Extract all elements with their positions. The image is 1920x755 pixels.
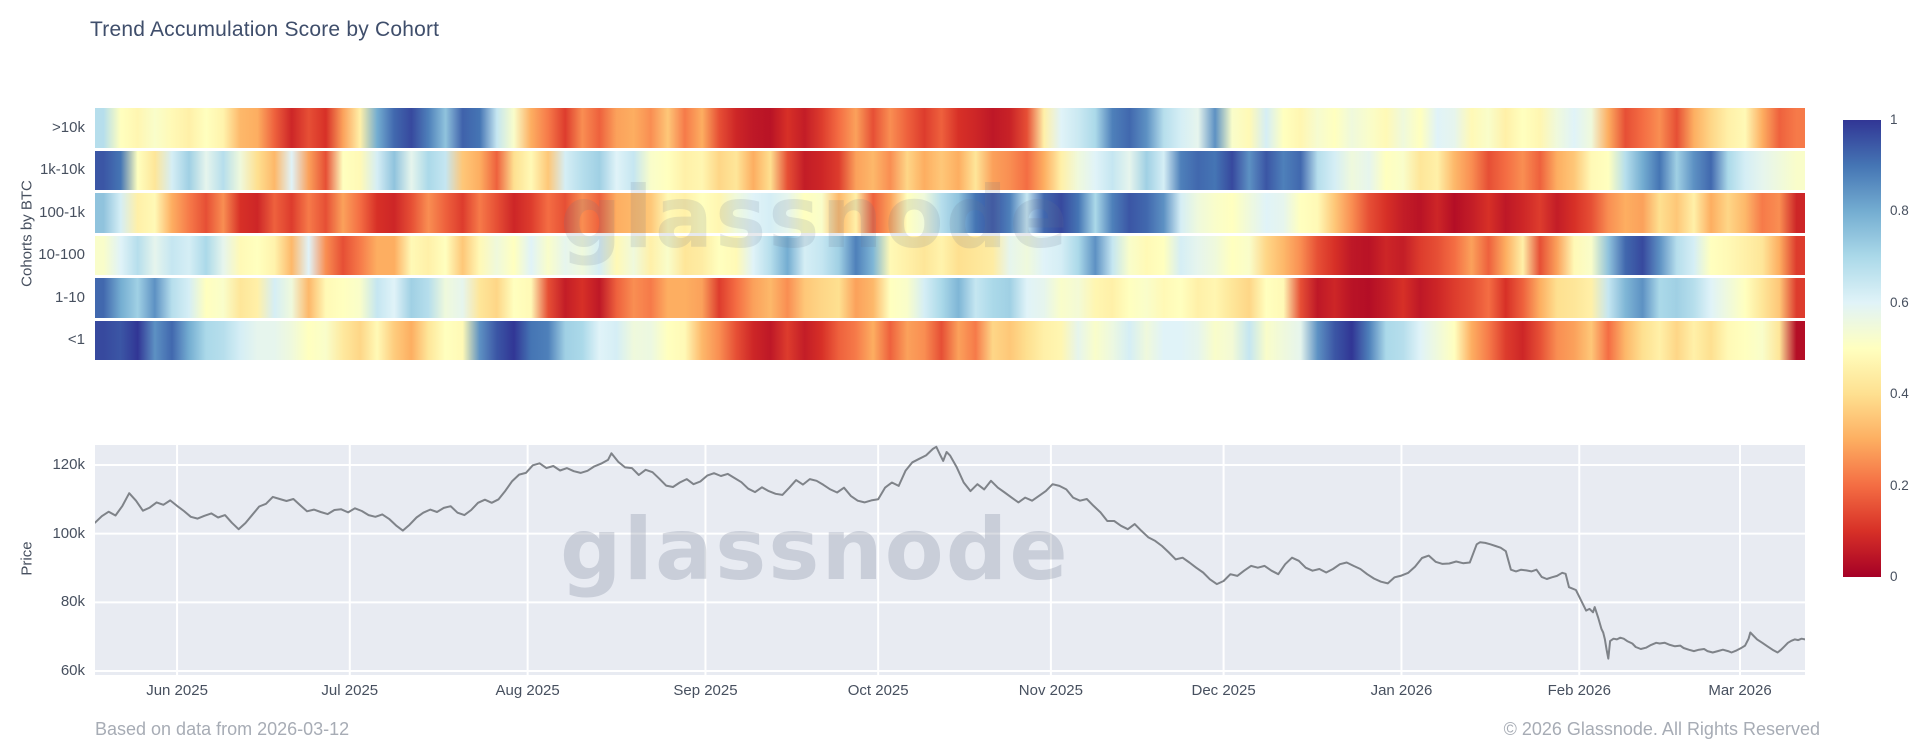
heatmap-row-10-100[interactable] (95, 235, 1805, 275)
heatmap-row-label: >10k (52, 118, 85, 136)
x-axis-tick: Jun 2025 (146, 682, 208, 699)
heatmap-row-1-10[interactable] (95, 278, 1805, 318)
heatmap-row-100-1k[interactable] (95, 193, 1805, 233)
copyright-note: © 2026 Glassnode. All Rights Reserved (1503, 719, 1820, 739)
colorbar (1843, 120, 1881, 577)
page-title: Trend Accumulation Score by Cohort (90, 18, 440, 41)
x-axis-tick: Jul 2025 (321, 682, 379, 699)
x-axis-tick: Sep 2025 (673, 682, 738, 699)
colorbar-tick: 0.2 (1890, 477, 1909, 493)
heatmap-row-label: <1 (67, 331, 85, 349)
colorbar-tick: 0.4 (1890, 386, 1909, 402)
price-y-tick: 60k (60, 661, 85, 679)
heatmap-plot[interactable] (95, 108, 1805, 360)
colorbar-tick: 0 (1890, 569, 1898, 584)
x-axis-tick: Nov 2025 (1018, 682, 1083, 699)
price-y-tick: 80k (60, 593, 85, 611)
heatmap-row-<1[interactable] (95, 320, 1805, 360)
colorbar-tick: 0.6 (1890, 294, 1909, 310)
colorbar-tick: 1 (1890, 112, 1898, 127)
x-axis-tick: Dec 2025 (1191, 682, 1256, 699)
x-axis-tick: Jan 2026 (1370, 682, 1433, 699)
x-axis-tick: Aug 2025 (495, 682, 560, 699)
x-axis-tick: Feb 2026 (1547, 682, 1611, 699)
heatmap-row-label: 1k-10k (39, 161, 85, 179)
price-plot[interactable] (95, 445, 1805, 675)
heatmap-row-label: 100-1k (39, 203, 85, 221)
heatmap-row->10k[interactable] (95, 108, 1805, 148)
heatmap-row-label: 10-100 (38, 246, 85, 264)
x-axis-tick: Oct 2025 (847, 682, 909, 699)
colorbar-tick: 0.8 (1890, 203, 1909, 219)
x-axis-tick: Mar 2026 (1708, 682, 1772, 699)
heatmap-row-label: 1-10 (54, 288, 85, 306)
price-y-tick: 100k (52, 524, 85, 542)
data-source-note: Based on data from 2026-03-12 (95, 719, 350, 739)
heatmap-row-1k-10k[interactable] (95, 150, 1805, 190)
price-y-tick: 120k (52, 456, 85, 473)
heatmap-y-axis-title: Cohorts by BTC (18, 180, 36, 287)
